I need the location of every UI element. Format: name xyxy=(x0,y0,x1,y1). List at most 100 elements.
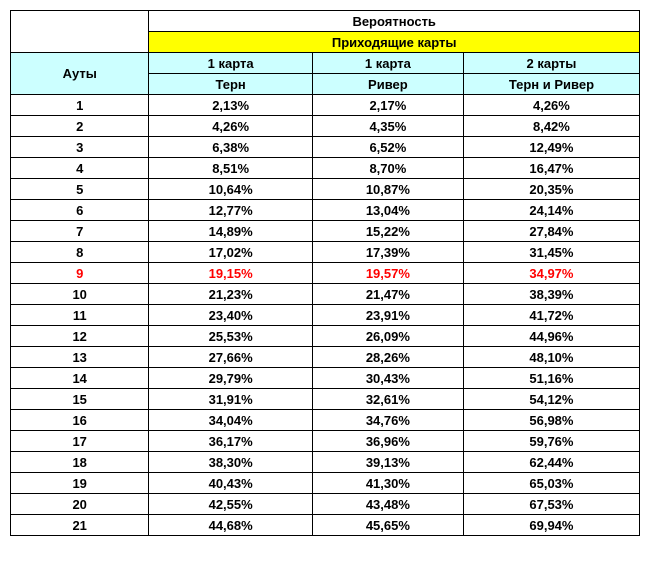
outs-cell: 20 xyxy=(11,494,149,515)
both-cell: 67,53% xyxy=(463,494,639,515)
outs-cell: 21 xyxy=(11,515,149,536)
outs-cell: 18 xyxy=(11,452,149,473)
turn-cell: 4,26% xyxy=(149,116,313,137)
table-row: 1634,04%34,76%56,98% xyxy=(11,410,640,431)
both-cell: 69,94% xyxy=(463,515,639,536)
turn-cell: 40,43% xyxy=(149,473,313,494)
header-col3-bot: Терн и Ривер xyxy=(463,74,639,95)
both-cell: 59,76% xyxy=(463,431,639,452)
both-cell: 27,84% xyxy=(463,221,639,242)
river-cell: 43,48% xyxy=(312,494,463,515)
table-row: 2042,55%43,48%67,53% xyxy=(11,494,640,515)
header-col2-top: 1 карта xyxy=(312,53,463,74)
both-cell: 31,45% xyxy=(463,242,639,263)
outs-cell: 7 xyxy=(11,221,149,242)
river-cell: 2,17% xyxy=(312,95,463,116)
table-row: 919,15%19,57%34,97% xyxy=(11,263,640,284)
header-probability: Вероятность xyxy=(149,11,640,32)
turn-cell: 2,13% xyxy=(149,95,313,116)
both-cell: 51,16% xyxy=(463,368,639,389)
both-cell: 12,49% xyxy=(463,137,639,158)
outs-cell: 6 xyxy=(11,200,149,221)
turn-cell: 38,30% xyxy=(149,452,313,473)
river-cell: 32,61% xyxy=(312,389,463,410)
turn-cell: 8,51% xyxy=(149,158,313,179)
river-cell: 23,91% xyxy=(312,305,463,326)
both-cell: 41,72% xyxy=(463,305,639,326)
river-cell: 28,26% xyxy=(312,347,463,368)
both-cell: 65,03% xyxy=(463,473,639,494)
turn-cell: 21,23% xyxy=(149,284,313,305)
table-row: 24,26%4,35%8,42% xyxy=(11,116,640,137)
header-col1-bot: Терн xyxy=(149,74,313,95)
river-cell: 21,47% xyxy=(312,284,463,305)
table-row: 1327,66%28,26%48,10% xyxy=(11,347,640,368)
table-row: 36,38%6,52%12,49% xyxy=(11,137,640,158)
turn-cell: 19,15% xyxy=(149,263,313,284)
river-cell: 45,65% xyxy=(312,515,463,536)
outs-cell: 8 xyxy=(11,242,149,263)
table-row: 612,77%13,04%24,14% xyxy=(11,200,640,221)
poker-outs-probability-table: Вероятность Приходящие карты Ауты 1 карт… xyxy=(10,10,640,536)
turn-cell: 23,40% xyxy=(149,305,313,326)
table-row: 817,02%17,39%31,45% xyxy=(11,242,640,263)
both-cell: 62,44% xyxy=(463,452,639,473)
table-row: 510,64%10,87%20,35% xyxy=(11,179,640,200)
outs-cell: 2 xyxy=(11,116,149,137)
outs-cell: 17 xyxy=(11,431,149,452)
river-cell: 41,30% xyxy=(312,473,463,494)
turn-cell: 36,17% xyxy=(149,431,313,452)
outs-cell: 13 xyxy=(11,347,149,368)
outs-cell: 19 xyxy=(11,473,149,494)
table-row: 2144,68%45,65%69,94% xyxy=(11,515,640,536)
turn-cell: 10,64% xyxy=(149,179,313,200)
river-cell: 17,39% xyxy=(312,242,463,263)
river-cell: 10,87% xyxy=(312,179,463,200)
header-outs: Ауты xyxy=(11,53,149,95)
both-cell: 34,97% xyxy=(463,263,639,284)
river-cell: 34,76% xyxy=(312,410,463,431)
outs-cell: 11 xyxy=(11,305,149,326)
table-body: 12,13%2,17%4,26%24,26%4,35%8,42%36,38%6,… xyxy=(11,95,640,536)
turn-cell: 29,79% xyxy=(149,368,313,389)
both-cell: 48,10% xyxy=(463,347,639,368)
outs-cell: 9 xyxy=(11,263,149,284)
header-col1-top: 1 карта xyxy=(149,53,313,74)
river-cell: 30,43% xyxy=(312,368,463,389)
outs-cell: 10 xyxy=(11,284,149,305)
both-cell: 24,14% xyxy=(463,200,639,221)
table-row: 48,51%8,70%16,47% xyxy=(11,158,640,179)
both-cell: 16,47% xyxy=(463,158,639,179)
outs-cell: 15 xyxy=(11,389,149,410)
turn-cell: 27,66% xyxy=(149,347,313,368)
outs-cell: 5 xyxy=(11,179,149,200)
table-row: 1225,53%26,09%44,96% xyxy=(11,326,640,347)
table-row: 1940,43%41,30%65,03% xyxy=(11,473,640,494)
header-empty xyxy=(11,11,149,53)
river-cell: 36,96% xyxy=(312,431,463,452)
river-cell: 4,35% xyxy=(312,116,463,137)
table-row: 12,13%2,17%4,26% xyxy=(11,95,640,116)
turn-cell: 12,77% xyxy=(149,200,313,221)
outs-cell: 16 xyxy=(11,410,149,431)
both-cell: 54,12% xyxy=(463,389,639,410)
river-cell: 19,57% xyxy=(312,263,463,284)
header-col2-bot: Ривер xyxy=(312,74,463,95)
outs-cell: 12 xyxy=(11,326,149,347)
turn-cell: 25,53% xyxy=(149,326,313,347)
both-cell: 56,98% xyxy=(463,410,639,431)
turn-cell: 17,02% xyxy=(149,242,313,263)
outs-cell: 14 xyxy=(11,368,149,389)
outs-cell: 3 xyxy=(11,137,149,158)
turn-cell: 14,89% xyxy=(149,221,313,242)
both-cell: 4,26% xyxy=(463,95,639,116)
river-cell: 6,52% xyxy=(312,137,463,158)
both-cell: 20,35% xyxy=(463,179,639,200)
outs-cell: 1 xyxy=(11,95,149,116)
table-row: 714,89%15,22%27,84% xyxy=(11,221,640,242)
both-cell: 8,42% xyxy=(463,116,639,137)
turn-cell: 42,55% xyxy=(149,494,313,515)
table-row: 1429,79%30,43%51,16% xyxy=(11,368,640,389)
river-cell: 13,04% xyxy=(312,200,463,221)
table-row: 1838,30%39,13%62,44% xyxy=(11,452,640,473)
